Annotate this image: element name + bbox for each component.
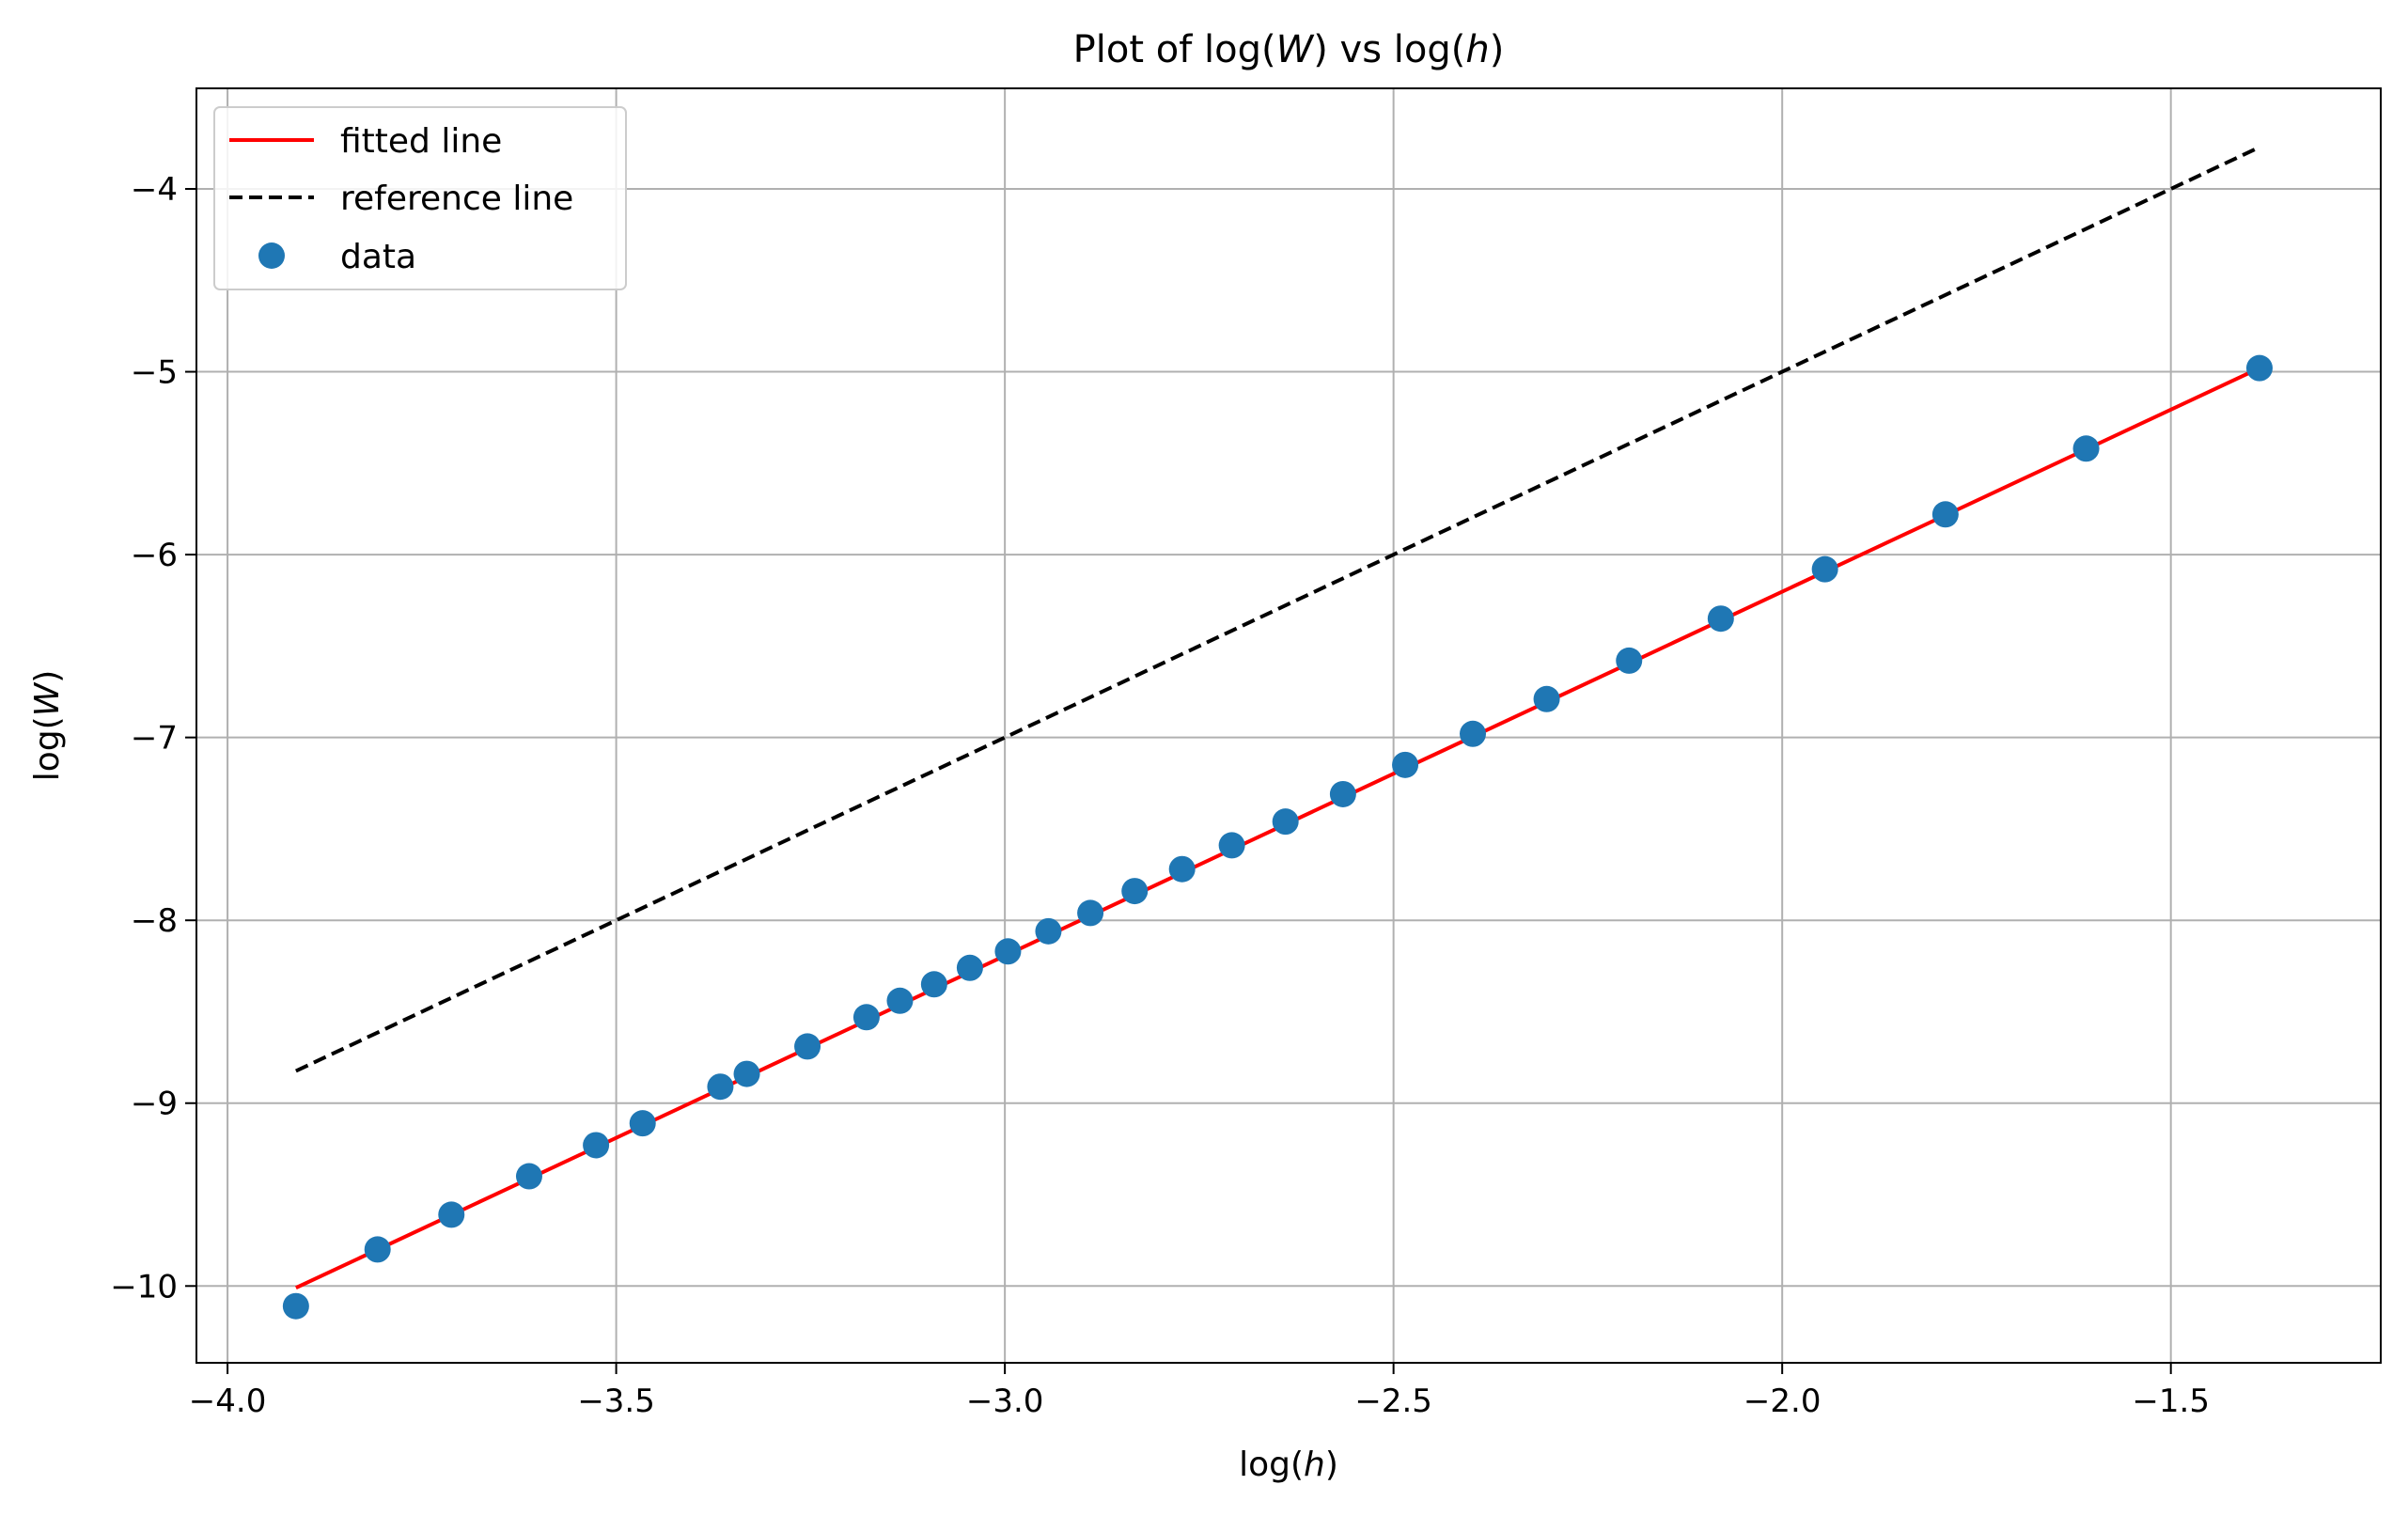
data-point xyxy=(733,1060,760,1087)
data-point xyxy=(852,1004,880,1031)
legend: fitted line reference line data xyxy=(213,106,627,290)
data-point xyxy=(1121,878,1149,905)
data-point xyxy=(1077,899,1104,927)
data-point xyxy=(515,1163,542,1190)
x-tick-label: −2.5 xyxy=(1354,1383,1432,1420)
data-point xyxy=(1329,780,1356,807)
data-point xyxy=(1035,917,1062,945)
y-axis-label: log(W) xyxy=(28,670,67,782)
plot-series xyxy=(282,145,2273,1320)
data-point xyxy=(2245,354,2273,382)
x-axis-label: log(h) xyxy=(1239,1446,1338,1484)
data-point xyxy=(438,1201,465,1228)
series-reference-line xyxy=(295,145,2260,1073)
x-tick-label: −2.0 xyxy=(1743,1383,1822,1420)
y-tick-label: −6 xyxy=(131,537,178,574)
chart-title: Plot of log(W) vs log(h) xyxy=(1073,28,1505,71)
data-point xyxy=(1392,751,1419,778)
data-point xyxy=(1811,555,1838,583)
x-tick-label: −4.0 xyxy=(189,1383,267,1420)
x-tick-label: −3.5 xyxy=(577,1383,655,1420)
plot-area-frame xyxy=(195,87,2382,1364)
data-point xyxy=(1931,501,1959,528)
legend-label-reference-line: reference line xyxy=(340,180,573,218)
data-point xyxy=(364,1236,391,1263)
data-point xyxy=(1707,605,1734,633)
data-point xyxy=(583,1132,610,1159)
y-tick-label: −10 xyxy=(110,1268,178,1305)
x-tick-label: −3.0 xyxy=(966,1383,1044,1420)
data-point xyxy=(1272,808,1299,836)
data-point xyxy=(282,1292,309,1320)
data-point xyxy=(994,938,1022,965)
y-tick-label: −8 xyxy=(131,902,178,940)
axis-ticks: −4.0 −3.5 −3.0 −2.5 −2.0 −1.5 −4 −5 −6 −7 −8 −9 −10 xyxy=(110,171,2210,1420)
data-point xyxy=(794,1033,821,1060)
y-tick-label: −5 xyxy=(131,354,178,392)
grid xyxy=(196,88,2381,1363)
legend-label-fitted-line: fitted line xyxy=(340,122,502,161)
legend-box xyxy=(213,106,627,290)
data-point xyxy=(1533,685,1560,712)
data-point xyxy=(1616,647,1643,674)
data-point xyxy=(1218,832,1245,859)
data-point xyxy=(886,987,914,1014)
data-point xyxy=(707,1073,734,1101)
y-tick-label: −4 xyxy=(131,171,178,209)
legend-swatch-data xyxy=(258,242,285,269)
y-tick-label: −9 xyxy=(131,1086,178,1123)
data-point xyxy=(1168,855,1196,883)
data-point xyxy=(956,954,983,981)
data-point xyxy=(629,1110,656,1137)
y-tick-label: −7 xyxy=(131,720,178,758)
data-point xyxy=(1460,720,1487,747)
data-point xyxy=(920,971,947,998)
x-tick-label: −1.5 xyxy=(2132,1383,2210,1420)
data-point xyxy=(2072,435,2100,462)
legend-label-data: data xyxy=(340,238,416,276)
